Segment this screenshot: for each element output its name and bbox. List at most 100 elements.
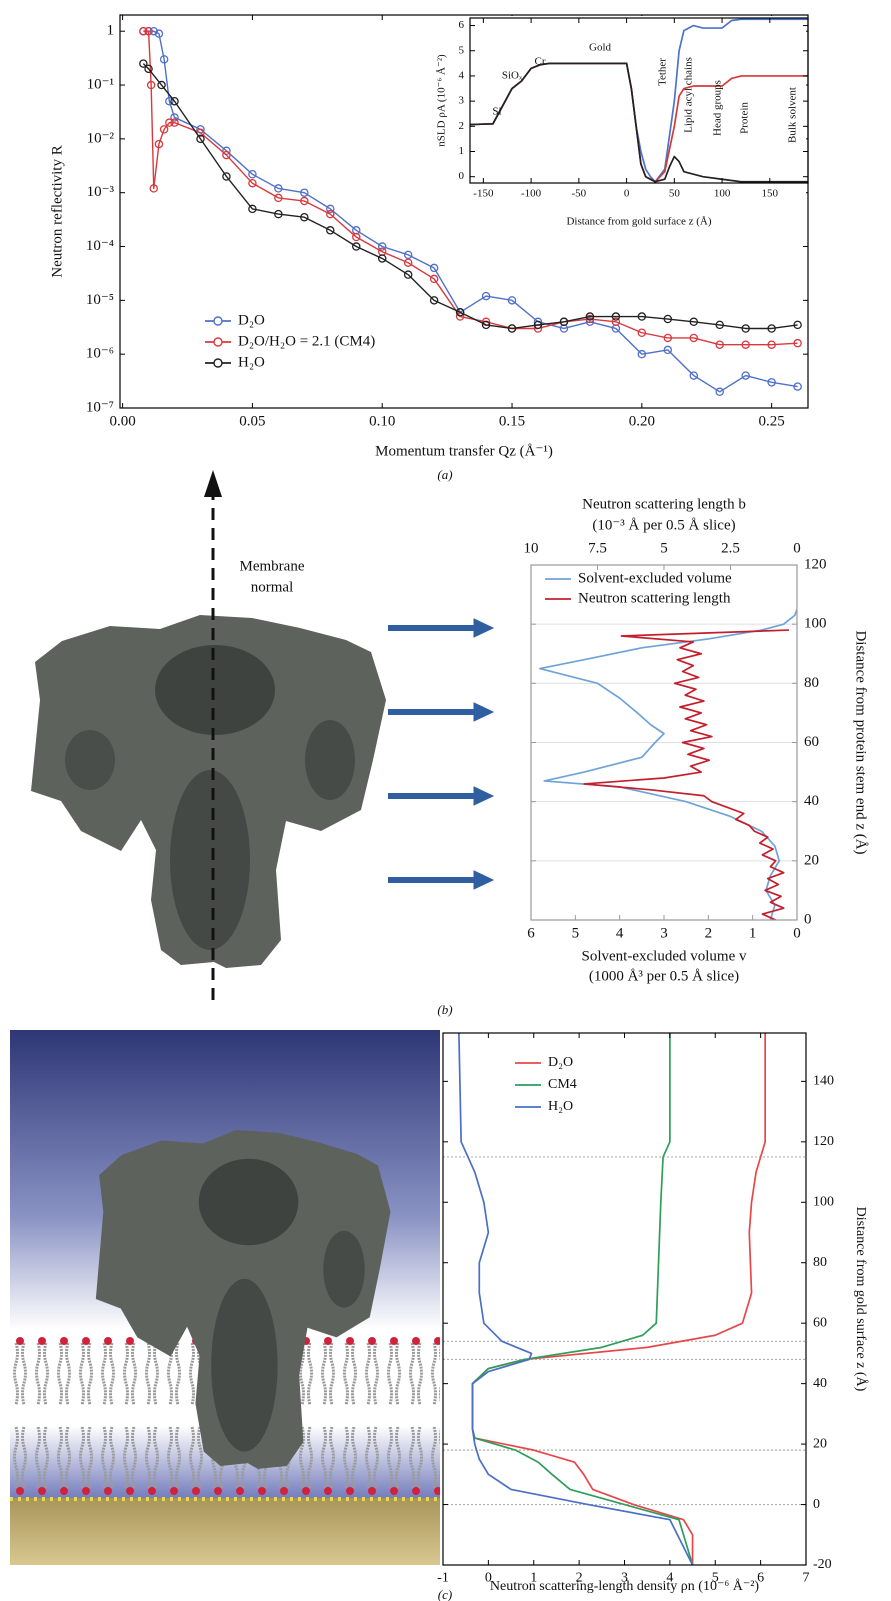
annotation: Bulk solvent (787, 87, 799, 143)
data-point (507, 324, 517, 333)
y-tick-label: 140 (813, 1074, 834, 1089)
data-point (403, 270, 413, 279)
y-axis-label: nSLD ρA (10⁻⁶ Å⁻²) (436, 54, 448, 147)
x2-tick-label: 7.5 (588, 540, 607, 556)
data-point (429, 274, 439, 284)
x-tick-label: 150 (762, 187, 779, 199)
series-line (583, 629, 790, 920)
data-point (248, 170, 257, 179)
data-point (637, 312, 647, 321)
y-tick-label: 10⁻⁵ (86, 292, 114, 308)
data-point (196, 134, 205, 144)
x2-axis-label: Neutron scattering length b (582, 496, 746, 512)
x-tick-label: 2 (705, 925, 713, 941)
x-axis-label: Distance from gold surface z (Å) (566, 216, 711, 228)
y-axis-label: Neutron reflectivity R (49, 145, 65, 277)
data-point (689, 333, 699, 343)
y-tick-label: 0 (459, 170, 465, 182)
data-point (326, 226, 335, 235)
x-tick-label: 0 (485, 1570, 492, 1585)
arrow-head (204, 470, 222, 497)
data-point (326, 209, 335, 219)
annotation: Si (492, 106, 501, 118)
data-point (144, 26, 153, 36)
legend-label: Neutron scattering length (578, 590, 731, 606)
caption: (b) (437, 1002, 452, 1017)
data-point (146, 80, 156, 90)
membrane-illustration (10, 1030, 440, 1565)
data-point (149, 184, 159, 193)
y-tick-label: 2 (459, 120, 465, 132)
data-point (689, 371, 699, 380)
data-point (481, 320, 491, 330)
data-point (793, 320, 802, 330)
series-line (142, 63, 798, 330)
data-point (222, 150, 231, 160)
legend-marker (213, 358, 223, 368)
plot-frame (469, 17, 809, 184)
data-point (274, 209, 283, 219)
y-tick-label: 5 (459, 44, 465, 56)
data-point (507, 296, 517, 305)
protein-illustration (31, 615, 386, 968)
annotation: Tether (657, 58, 669, 86)
x-tick-label: 0.15 (499, 413, 525, 429)
data-point (170, 118, 179, 127)
data-point (715, 320, 724, 330)
y-tick-label: 60 (804, 734, 819, 750)
y-tick-label: 40 (813, 1376, 827, 1391)
y-tick-label: 100 (813, 1194, 834, 1209)
y-tick-label: 120 (804, 556, 827, 572)
x-axis-label: (1000 Å³ per 0.5 Å slice) (589, 968, 739, 984)
legend-label: D₂O (238, 312, 265, 328)
annotation: Gold (589, 42, 612, 54)
data-point (663, 314, 673, 324)
data-point (377, 242, 387, 251)
data-point (663, 333, 673, 343)
data-point (274, 184, 283, 193)
y-tick-label: 10⁻⁷ (86, 399, 114, 415)
data-point (429, 263, 439, 273)
y-tick-label: 1 (459, 145, 465, 157)
data-point (170, 113, 179, 122)
series-line (539, 609, 797, 920)
y-tick-label: 1 (107, 23, 115, 39)
data-point (741, 324, 750, 333)
y-tick-label: 80 (813, 1255, 827, 1270)
data-point (585, 317, 595, 327)
x-tick-label: 0.10 (369, 413, 395, 429)
x-tick-label: 0 (624, 187, 630, 199)
x-tick-label: 0.00 (109, 413, 135, 429)
annotation: Cr (535, 56, 546, 68)
x-tick-label: -150 (473, 187, 494, 199)
slice-arrows (388, 618, 495, 890)
data-point (352, 232, 361, 242)
data-point (611, 317, 621, 327)
x-tick-label: -50 (572, 187, 587, 199)
data-point (300, 196, 309, 206)
illustration-label: normal (251, 579, 294, 595)
y-tick-label: 40 (804, 793, 819, 809)
data-point (455, 308, 465, 317)
legend-label: H₂O (238, 354, 265, 370)
x-tick-label: 0 (793, 925, 801, 941)
data-point (403, 258, 413, 267)
data-point (157, 80, 166, 90)
illustration-label: Membrane (240, 558, 305, 574)
y-tick-label: 10⁻² (87, 130, 115, 146)
x-tick-label: 0.05 (239, 413, 265, 429)
data-point (585, 314, 595, 324)
legend-label: CM4 (548, 1077, 577, 1092)
x-tick-label: -100 (521, 187, 542, 199)
x-tick-label: 5 (572, 925, 580, 941)
y-axis-label: Distance from protein stem end z (Å) (853, 630, 869, 854)
data-point (533, 320, 543, 330)
data-point (248, 204, 257, 214)
x-tick-label: -1 (437, 1570, 449, 1585)
data-point (481, 291, 491, 301)
x-tick-label: 2 (576, 1570, 583, 1585)
x-tick-label: 0.25 (759, 413, 785, 429)
x-tick-label: 1 (749, 925, 757, 941)
annotation: Protein (739, 102, 751, 134)
